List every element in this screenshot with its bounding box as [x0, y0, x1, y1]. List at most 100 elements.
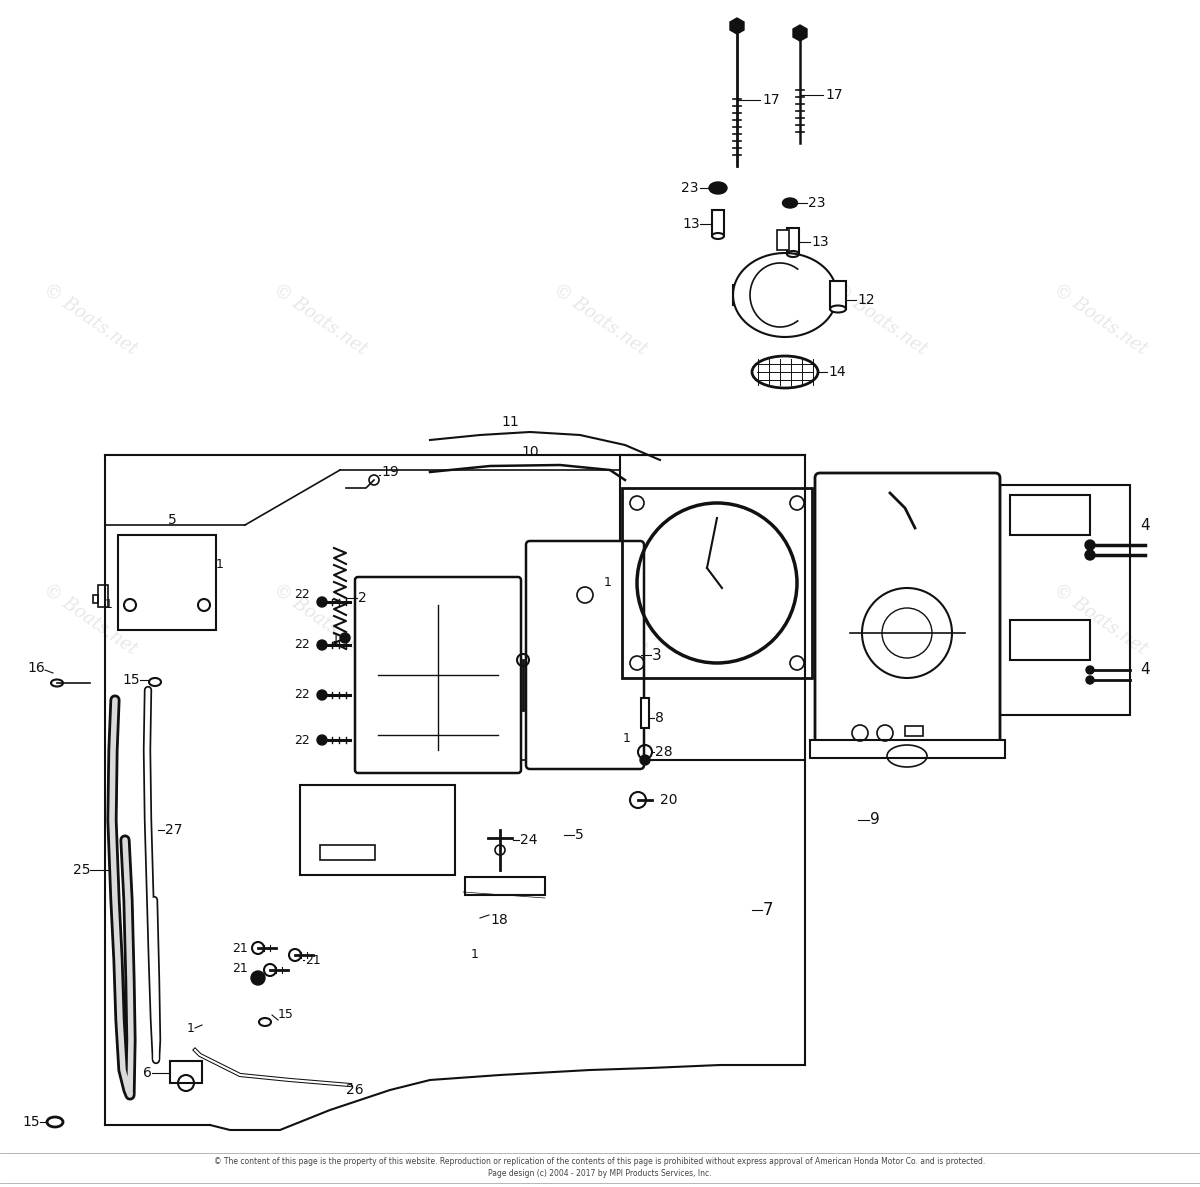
Bar — [778, 230, 790, 250]
Ellipse shape — [830, 305, 846, 312]
Text: © Boats.net: © Boats.net — [40, 281, 140, 358]
Text: © Boats.net: © Boats.net — [1050, 580, 1151, 659]
Circle shape — [340, 633, 350, 643]
Bar — [905, 726, 923, 736]
Ellipse shape — [752, 356, 818, 388]
Bar — [1010, 495, 1090, 535]
Text: © Boats.net: © Boats.net — [270, 580, 371, 659]
Polygon shape — [793, 25, 808, 42]
Text: 2: 2 — [358, 591, 367, 605]
FancyBboxPatch shape — [526, 541, 644, 769]
Bar — [118, 535, 216, 630]
Text: 21: 21 — [233, 961, 248, 975]
Bar — [622, 488, 812, 678]
Text: 8: 8 — [655, 711, 664, 725]
Text: 28: 28 — [655, 745, 673, 758]
Text: 19: 19 — [382, 465, 398, 480]
Bar — [94, 595, 98, 603]
FancyBboxPatch shape — [815, 472, 1000, 753]
Text: 21: 21 — [233, 941, 248, 954]
Ellipse shape — [787, 250, 799, 258]
Bar — [170, 1061, 202, 1083]
Text: 3: 3 — [652, 647, 661, 662]
Text: 27: 27 — [166, 823, 182, 837]
Text: 22: 22 — [294, 639, 310, 652]
Text: © The content of this page is the property of this website. Reproduction or repl: © The content of this page is the proper… — [215, 1157, 985, 1167]
Bar — [1000, 485, 1130, 715]
Text: Page design (c) 2004 - 2017 by MPI Products Services, Inc.: Page design (c) 2004 - 2017 by MPI Produ… — [488, 1168, 712, 1178]
Text: © Boats.net: © Boats.net — [40, 580, 140, 659]
Text: 5: 5 — [575, 829, 583, 842]
Circle shape — [317, 690, 326, 700]
Circle shape — [640, 755, 650, 764]
Text: 7: 7 — [763, 901, 774, 919]
Bar — [810, 740, 1006, 758]
Bar — [300, 785, 455, 875]
Circle shape — [1086, 677, 1094, 684]
Ellipse shape — [782, 198, 798, 208]
Text: 5: 5 — [168, 513, 176, 527]
Bar — [98, 585, 108, 607]
Text: 20: 20 — [660, 793, 678, 807]
Circle shape — [1086, 666, 1094, 674]
Text: 4: 4 — [1140, 518, 1150, 533]
Text: 9: 9 — [870, 812, 880, 827]
Circle shape — [1085, 540, 1096, 550]
Circle shape — [317, 597, 326, 607]
Text: 15: 15 — [278, 1009, 294, 1022]
Circle shape — [317, 640, 326, 650]
Ellipse shape — [709, 182, 727, 193]
Text: © Boats.net: © Boats.net — [1050, 281, 1151, 358]
Text: 17: 17 — [762, 93, 780, 107]
Bar — [466, 877, 545, 895]
Circle shape — [317, 735, 326, 745]
Ellipse shape — [47, 1117, 64, 1126]
Text: 16: 16 — [28, 661, 46, 675]
Polygon shape — [730, 18, 744, 34]
Text: 13: 13 — [683, 217, 700, 231]
Text: 1: 1 — [332, 631, 340, 645]
Bar — [830, 281, 846, 309]
Text: 22: 22 — [294, 688, 310, 702]
Text: © Boats.net: © Boats.net — [550, 580, 650, 659]
Text: © Boats.net: © Boats.net — [550, 281, 650, 358]
Text: 15: 15 — [23, 1115, 40, 1129]
Text: 1: 1 — [472, 948, 479, 961]
Ellipse shape — [712, 233, 724, 239]
Text: © Boats.net: © Boats.net — [270, 281, 371, 358]
Text: 21: 21 — [305, 953, 320, 966]
Circle shape — [251, 971, 265, 985]
Text: 14: 14 — [828, 364, 846, 379]
Ellipse shape — [149, 678, 161, 686]
Text: 13: 13 — [811, 235, 829, 249]
Text: 22: 22 — [294, 588, 310, 601]
Ellipse shape — [259, 1018, 271, 1026]
Text: 1: 1 — [623, 731, 631, 744]
FancyBboxPatch shape — [355, 577, 521, 773]
Text: 15: 15 — [122, 673, 140, 687]
Text: 26: 26 — [346, 1083, 364, 1097]
Text: 23: 23 — [680, 180, 698, 195]
Text: 22: 22 — [294, 734, 310, 747]
Text: 18: 18 — [490, 913, 508, 927]
Text: 4: 4 — [1140, 662, 1150, 678]
Bar — [1010, 620, 1090, 660]
Bar — [787, 228, 799, 254]
Text: 1: 1 — [216, 559, 224, 571]
Circle shape — [1085, 550, 1096, 560]
Text: 1: 1 — [604, 577, 612, 590]
Ellipse shape — [50, 679, 64, 686]
Text: 11: 11 — [502, 415, 518, 429]
Text: © Boats.net: © Boats.net — [829, 580, 930, 659]
Text: 23: 23 — [808, 196, 826, 210]
Text: 1: 1 — [106, 598, 113, 611]
Text: 24: 24 — [520, 833, 538, 848]
Text: 10: 10 — [521, 445, 539, 459]
Bar — [712, 210, 724, 236]
Text: 1: 1 — [187, 1022, 194, 1035]
Text: 25: 25 — [72, 863, 90, 877]
Text: 6: 6 — [143, 1066, 152, 1080]
Text: © Boats.net: © Boats.net — [829, 281, 930, 358]
Bar — [320, 845, 374, 861]
Text: 12: 12 — [857, 293, 875, 307]
